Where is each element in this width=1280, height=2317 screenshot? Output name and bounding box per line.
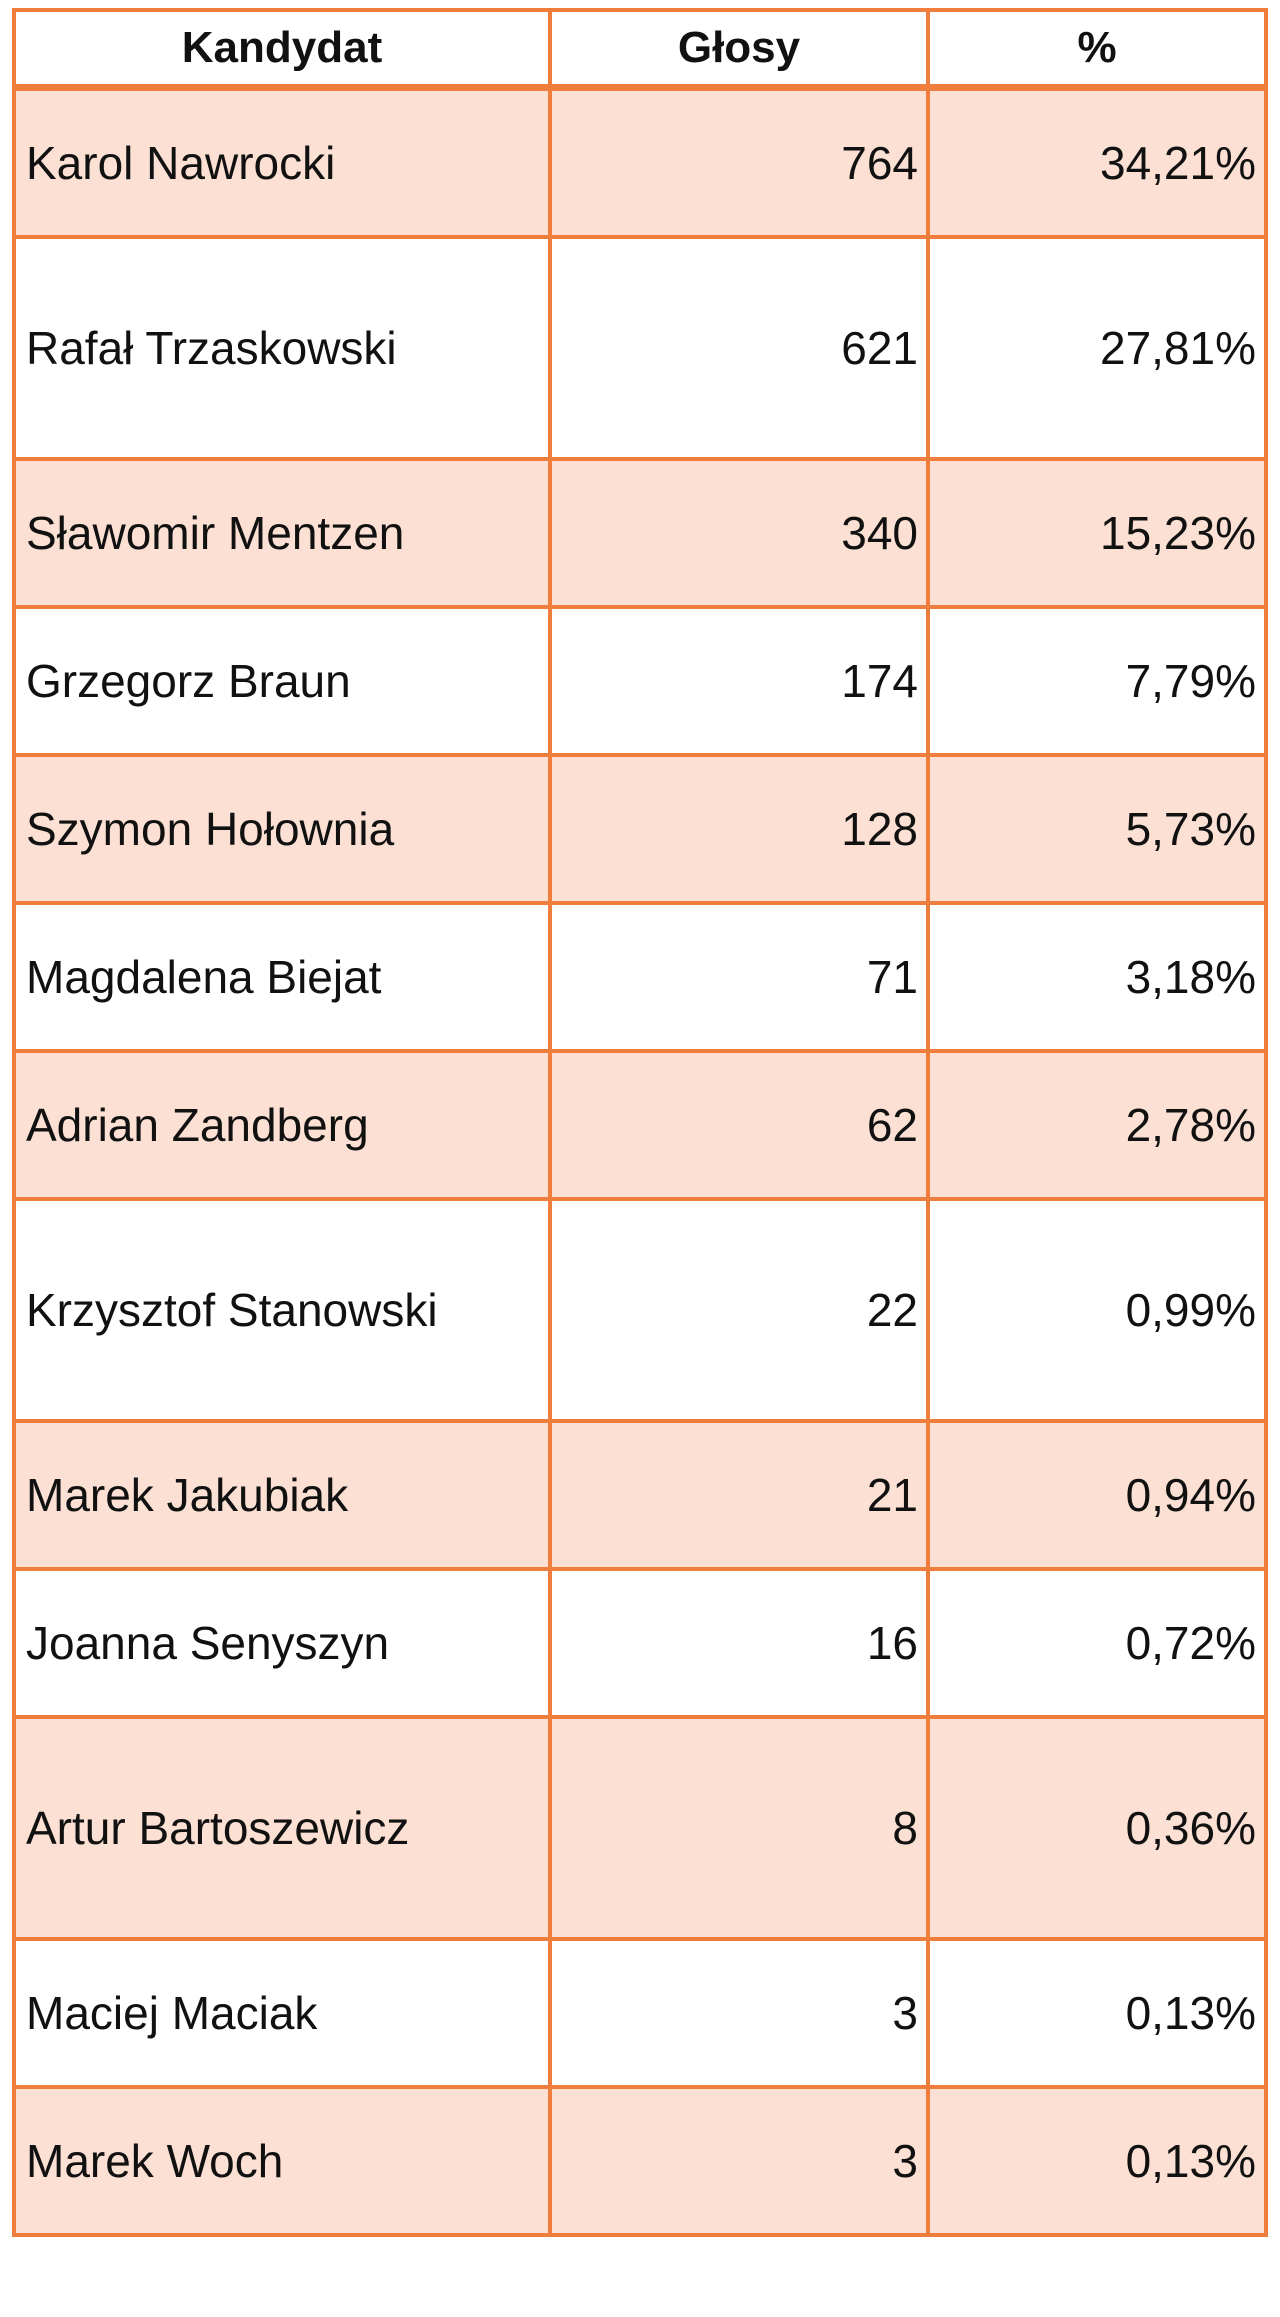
percent-cell: 0,13% [926,1937,1268,2089]
percent-cell: 0,13% [926,2085,1268,2237]
table-row: Grzegorz Braun 174 7,79% [12,605,1268,757]
results-table: Kandydat Głosy % Karol Nawrocki 764 34,21%… [12,8,1268,2237]
percent-cell: 0,72% [926,1567,1268,1719]
table-row: Krzysztof Stanowski 22 0,99% [12,1197,1268,1423]
column-header-percent: % [926,8,1268,91]
candidate-name-cell: Marek Woch [12,2085,552,2237]
candidate-name-cell: Sławomir Mentzen [12,457,552,609]
table-row: Sławomir Mentzen 340 15,23% [12,457,1268,609]
percent-cell: 15,23% [926,457,1268,609]
percent-cell: 27,81% [926,235,1268,461]
candidate-name-cell: Marek Jakubiak [12,1419,552,1571]
votes-cell: 174 [548,605,930,757]
votes-cell: 62 [548,1049,930,1201]
votes-cell: 71 [548,901,930,1053]
percent-cell: 7,79% [926,605,1268,757]
percent-cell: 0,36% [926,1715,1268,1941]
percent-cell: 2,78% [926,1049,1268,1201]
table-row: Rafał Trzaskowski 621 27,81% [12,235,1268,461]
votes-cell: 16 [548,1567,930,1719]
votes-cell: 8 [548,1715,930,1941]
column-header-candidate: Kandydat [12,8,552,91]
table-row: Maciej Maciak 3 0,13% [12,1937,1268,2089]
candidate-name-cell: Karol Nawrocki [12,85,552,239]
percent-cell: 5,73% [926,753,1268,905]
table-row: Joanna Senyszyn 16 0,72% [12,1567,1268,1719]
candidate-name-cell: Maciej Maciak [12,1937,552,2089]
percent-cell: 3,18% [926,901,1268,1053]
votes-cell: 3 [548,2085,930,2237]
table-row: Magdalena Biejat 71 3,18% [12,901,1268,1053]
table-row: Artur Bartoszewicz 8 0,36% [12,1715,1268,1941]
percent-cell: 0,99% [926,1197,1268,1423]
votes-cell: 128 [548,753,930,905]
table-row: Marek Jakubiak 21 0,94% [12,1419,1268,1571]
table-row: Marek Woch 3 0,13% [12,2085,1268,2237]
table-row: Adrian Zandberg 62 2,78% [12,1049,1268,1201]
candidate-name-cell: Szymon Hołownia [12,753,552,905]
percent-cell: 0,94% [926,1419,1268,1571]
votes-cell: 340 [548,457,930,609]
results-table-container: Kandydat Głosy % Karol Nawrocki 764 34,21%… [12,8,1268,2237]
votes-cell: 22 [548,1197,930,1423]
candidate-name-cell: Rafał Trzaskowski [12,235,552,461]
candidate-name-cell: Grzegorz Braun [12,605,552,757]
votes-cell: 621 [548,235,930,461]
column-header-votes: Głosy [548,8,930,91]
votes-cell: 21 [548,1419,930,1571]
percent-cell: 34,21% [926,85,1268,239]
candidate-name-cell: Krzysztof Stanowski [12,1197,552,1423]
candidate-name-cell: Magdalena Biejat [12,901,552,1053]
candidate-name-cell: Joanna Senyszyn [12,1567,552,1719]
header-row: Kandydat Głosy % [12,8,1268,91]
table-header: Kandydat Głosy % [12,8,1268,91]
votes-cell: 764 [548,85,930,239]
votes-cell: 3 [548,1937,930,2089]
candidate-name-cell: Adrian Zandberg [12,1049,552,1201]
candidate-name-cell: Artur Bartoszewicz [12,1715,552,1941]
table-row: Szymon Hołownia 128 5,73% [12,753,1268,905]
table-row: Karol Nawrocki 764 34,21% [12,85,1268,239]
table-body: Karol Nawrocki 764 34,21% Rafał Trzaskowski… [12,85,1268,2237]
